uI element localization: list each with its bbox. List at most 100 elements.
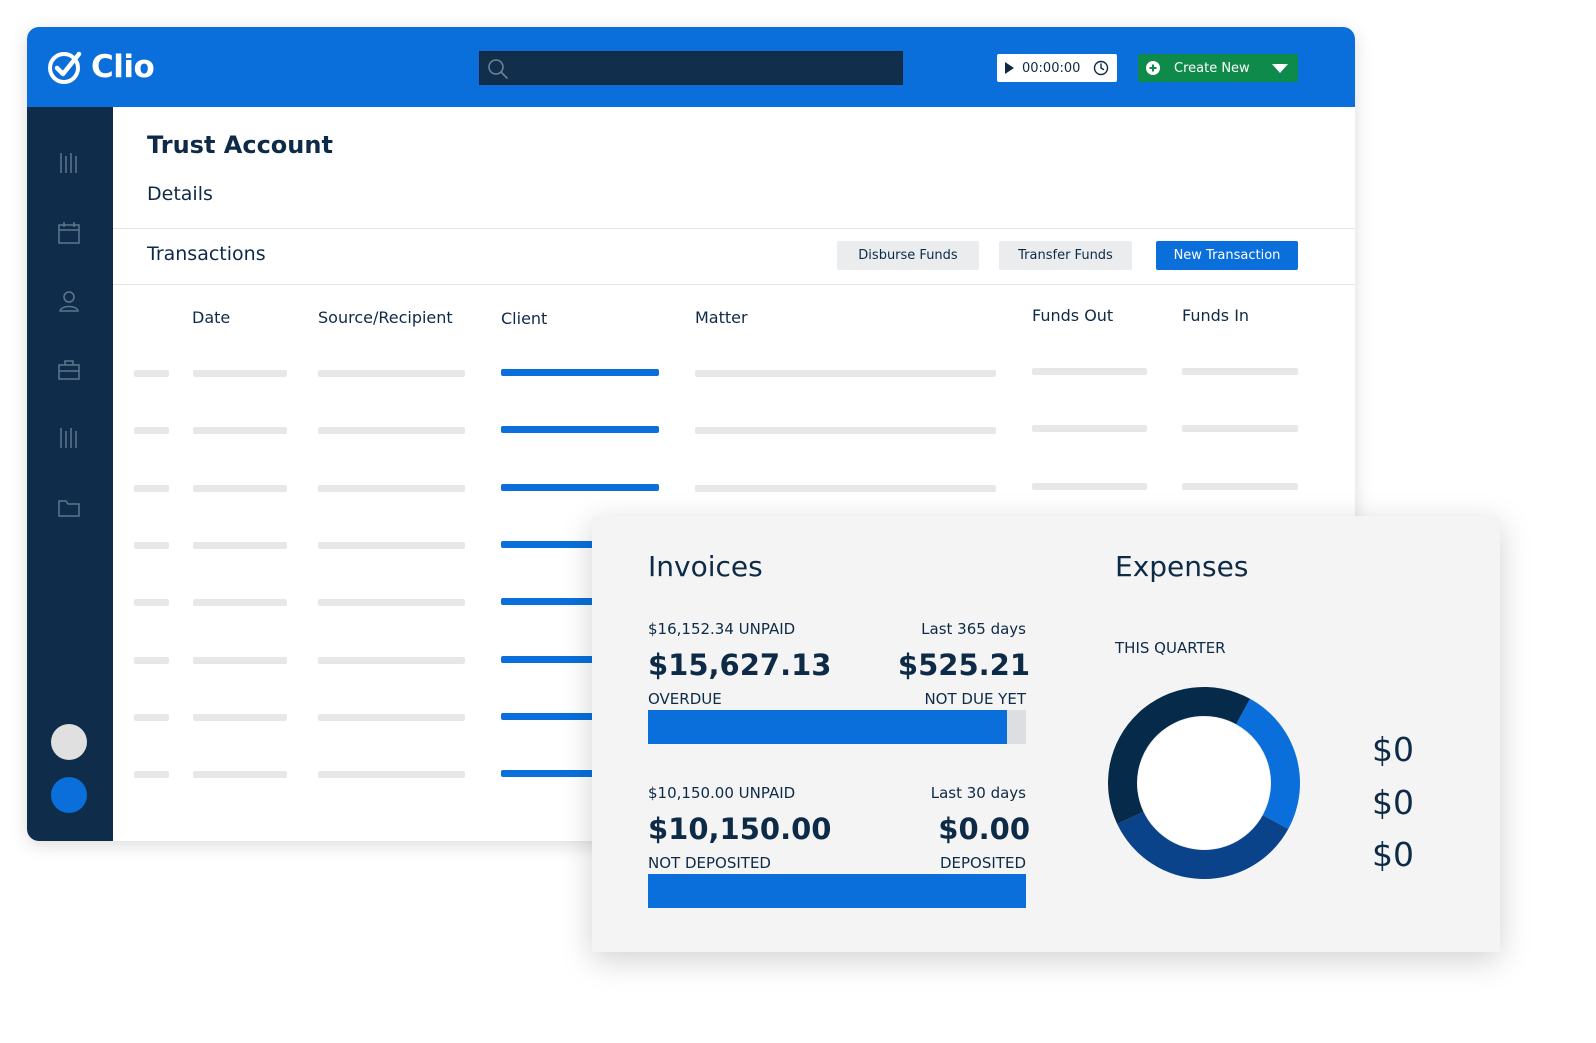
placeholder-cell [695, 484, 996, 492]
donut-segment-dark [1108, 687, 1251, 825]
tab-details[interactable]: Details [147, 183, 213, 205]
overdue-label: OVERDUE [648, 690, 722, 708]
top-bar: Clio 00:00:00 Create New [27, 27, 1355, 107]
placeholder-cell [193, 599, 287, 607]
placeholder-cell [318, 370, 465, 377]
bars-icon[interactable] [57, 426, 81, 450]
overdue-amount: $15,627.13 [648, 648, 832, 682]
logo-text: Clio [91, 49, 155, 85]
folder-icon[interactable] [57, 496, 81, 520]
timer-widget[interactable]: 00:00:00 [997, 54, 1117, 82]
invoices-unpaid-365: $16,152.34 UNPAID [648, 620, 796, 638]
sidebar [27, 107, 113, 841]
clock-icon [1093, 60, 1109, 76]
placeholder-cell [134, 656, 169, 664]
placeholder-cell [318, 656, 465, 664]
not-due-amount: $525.21 [897, 648, 1030, 682]
invoices-title: Invoices [648, 550, 763, 583]
tab-transactions[interactable]: Transactions [147, 243, 266, 265]
expenses-title: Expenses [1115, 550, 1249, 583]
expense-value-3: $0 [1372, 835, 1414, 874]
deposit-progress-bar [648, 874, 1026, 908]
column-header-date[interactable]: Date [192, 308, 231, 327]
donut-segment-light [1236, 698, 1300, 830]
placeholder-cell [193, 370, 287, 377]
overdue-progress-fill [648, 710, 1008, 744]
deposited-amount: $0.00 [938, 812, 1030, 846]
placeholder-cell [1032, 425, 1147, 433]
play-icon[interactable] [1005, 62, 1014, 74]
overdue-progress-bar [648, 710, 1026, 744]
status-dot[interactable] [51, 777, 87, 813]
column-header-source-recipient[interactable]: Source/Recipient [318, 308, 453, 327]
placeholder-client-link[interactable] [501, 770, 659, 778]
placeholder-cell [318, 484, 465, 492]
not-deposited-label: NOT DEPOSITED [648, 854, 771, 872]
deposit-progress-fill [648, 874, 1026, 908]
column-header-matter[interactable]: Matter [695, 308, 748, 327]
placeholder-cell [134, 427, 169, 435]
placeholder-client-link[interactable] [501, 655, 659, 663]
placeholder-client-link[interactable] [501, 369, 659, 376]
placeholder-cell [134, 713, 169, 721]
disburse-funds-button[interactable]: Disburse Funds [837, 241, 979, 270]
placeholder-cell [134, 599, 169, 607]
placeholder-cell [695, 427, 996, 435]
invoices-period-30: Last 30 days [930, 784, 1026, 802]
placeholder-client-link[interactable] [501, 712, 659, 720]
placeholder-cell [134, 484, 169, 492]
placeholder-cell [1182, 425, 1298, 433]
placeholder-cell [134, 771, 169, 779]
placeholder-cell [134, 370, 169, 377]
placeholder-cell [193, 713, 287, 721]
placeholder-cell [193, 771, 287, 779]
avatar[interactable] [51, 724, 87, 760]
expense-value-1: $0 [1372, 730, 1414, 769]
clio-logo[interactable]: Clio [47, 47, 155, 87]
search-icon [488, 59, 508, 79]
new-transaction-button[interactable]: New Transaction [1156, 241, 1298, 270]
donut-segment-mid [1117, 811, 1289, 879]
user-icon[interactable] [57, 289, 81, 313]
donut-hole [1138, 717, 1270, 849]
summary-card: Invoices $16,152.34 UNPAID Last 365 days… [592, 516, 1500, 952]
placeholder-cell [193, 656, 287, 664]
placeholder-cell [318, 427, 465, 435]
placeholder-client-link[interactable] [501, 483, 659, 491]
column-header-client[interactable]: Client [501, 309, 548, 328]
placeholder-cell [695, 370, 996, 377]
column-header-funds-in[interactable]: Funds In [1182, 306, 1250, 325]
chevron-down-icon[interactable] [1272, 63, 1288, 73]
timer-value: 00:00:00 [1022, 60, 1081, 76]
briefcase-icon[interactable] [57, 358, 81, 382]
placeholder-client-link[interactable] [501, 426, 659, 434]
placeholder-cell [134, 541, 169, 549]
expenses-donut-chart [1108, 687, 1300, 879]
expenses-period: THIS QUARTER [1115, 639, 1226, 657]
invoices-unpaid-30: $10,150.00 UNPAID [648, 784, 796, 802]
placeholder-cell [318, 599, 465, 607]
create-new-button[interactable]: Create New [1138, 54, 1298, 82]
search-input[interactable] [479, 51, 903, 85]
check-circle-icon [48, 51, 82, 84]
transfer-funds-button[interactable]: Transfer Funds [999, 241, 1132, 270]
not-due-label: NOT DUE YET [924, 690, 1026, 708]
calendar-icon[interactable] [57, 221, 81, 245]
placeholder-cell [1032, 368, 1147, 375]
placeholder-client-link[interactable] [501, 598, 659, 606]
placeholder-cell [193, 427, 287, 435]
placeholder-cell [193, 541, 287, 549]
placeholder-cell [1032, 482, 1147, 490]
bars-icon[interactable] [57, 151, 81, 175]
placeholder-cell [1182, 368, 1298, 375]
placeholder-cell [318, 713, 465, 721]
placeholder-client-link[interactable] [501, 540, 659, 548]
deposited-label: DEPOSITED [939, 854, 1026, 872]
create-new-label: Create New [1174, 60, 1250, 76]
not-deposited-amount: $10,150.00 [648, 812, 832, 846]
placeholder-cell [318, 541, 465, 549]
placeholder-cell [1182, 482, 1298, 490]
expense-value-2: $0 [1372, 783, 1414, 822]
column-header-funds-out[interactable]: Funds Out [1032, 306, 1114, 325]
plus-circle-icon [1146, 61, 1160, 75]
